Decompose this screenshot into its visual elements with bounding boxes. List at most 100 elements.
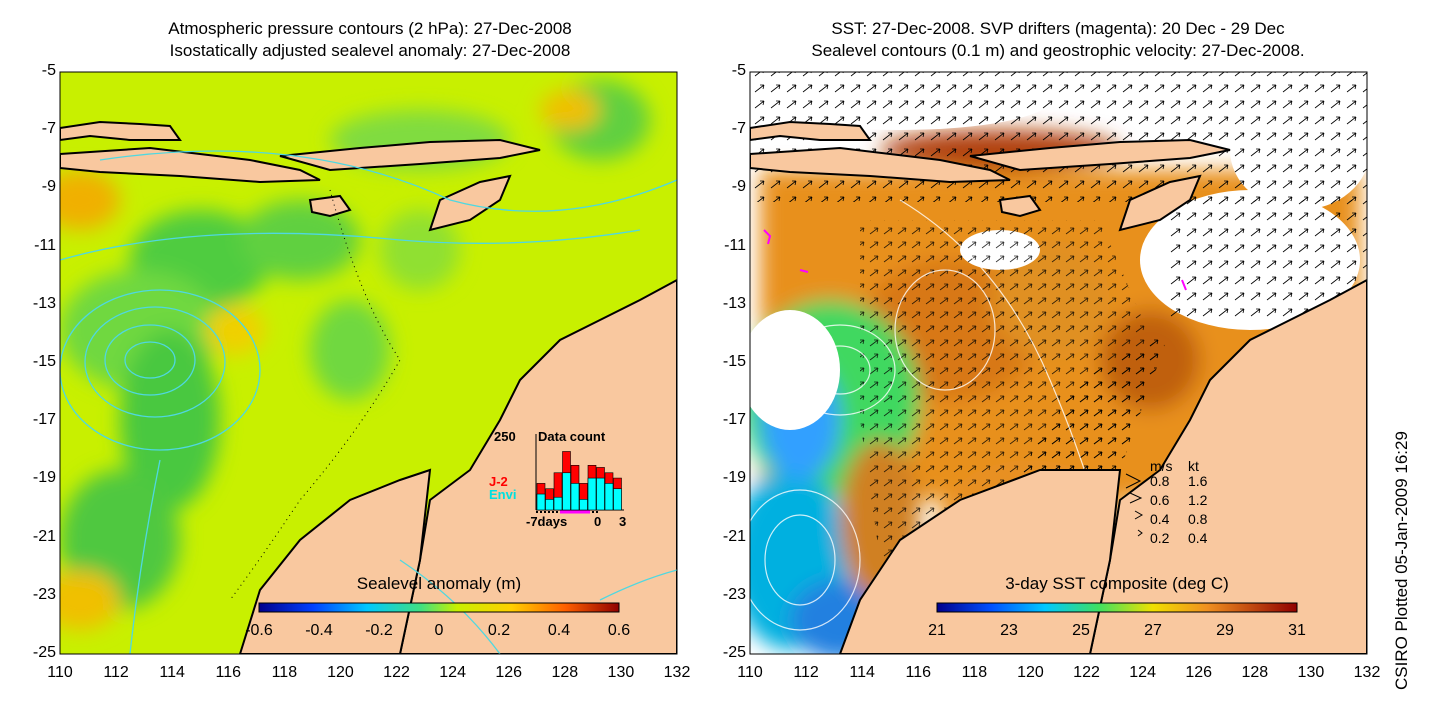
left-y-tick: -7: [41, 120, 56, 138]
right-x-tick: 124: [1129, 664, 1156, 681]
velocity-legend-kt: 1.6: [1188, 473, 1208, 489]
velocity-legend-ms: 0.6: [1150, 492, 1170, 508]
colorbar-tick-label: 0.2: [487, 622, 511, 639]
timor-island-right: [969, 138, 1231, 172]
inset-max-label: 250: [494, 429, 516, 444]
right-y-tick: -9: [731, 178, 746, 196]
right-x-tick: 114: [849, 664, 875, 681]
colorbar-tick-label: 21: [928, 622, 946, 639]
inset-legend-j2: J-2: [489, 474, 508, 489]
left-y-tick: -13: [32, 294, 56, 312]
inset-bar-envi: [562, 472, 571, 511]
left-title-line1: Atmospheric pressure contours (2 hPa): 2…: [168, 19, 572, 38]
java-island-left: [60, 120, 182, 142]
left-x-tick: 118: [271, 664, 298, 681]
right-x-tick: 130: [1297, 664, 1325, 681]
sealevel-colorbar-title: Sealevel anomaly (m): [356, 574, 522, 593]
left-y-tick: -5: [41, 62, 56, 79]
inset-legend-envi: Envi: [489, 487, 517, 502]
inset-bar-envi: [604, 483, 614, 511]
velocity-legend-ms-header: m/s: [1150, 458, 1173, 474]
velocity-legend-kt: 0.8: [1188, 511, 1208, 527]
velocity-legend-kt: 0.4: [1188, 530, 1208, 546]
australia-landmass-right: [1088, 278, 1367, 654]
inset-bar-envi: [570, 483, 580, 511]
inset-title: Data count: [538, 429, 606, 444]
right-y-tick: -21: [722, 527, 746, 545]
left-x-tick: 114: [159, 664, 185, 681]
velocity-legend-ms: 0.4: [1150, 511, 1170, 527]
colorbar-tick-label: 0: [434, 622, 444, 639]
right-y-tick: -19: [722, 469, 746, 487]
left-x-tick: 132: [663, 664, 691, 681]
inset-bar-envi: [579, 499, 588, 511]
sealevel-colorbar: [258, 602, 620, 613]
inset-x-label-zero: 0: [594, 514, 602, 529]
colorbar-tick-label: 23: [1000, 622, 1018, 639]
left-title-line2: Isostatically adjusted sealevel anomaly:…: [169, 41, 571, 60]
velocity-legend-kt-header: kt: [1188, 458, 1199, 474]
right-title-line1: SST: 27-Dec-2008. SVP drifters (magenta)…: [831, 19, 1285, 38]
left-y-tick: -23: [32, 585, 56, 603]
left-y-tick: -15: [32, 353, 56, 370]
right-y-tick: -11: [724, 236, 746, 254]
inset-x-label-start: -7days: [526, 514, 568, 529]
left-x-tick: 116: [215, 664, 242, 681]
right-x-tick: 120: [1017, 664, 1044, 681]
inset-bar-envi: [596, 477, 605, 511]
right-x-tick: 128: [1241, 664, 1269, 681]
colorbar-tick-label: -0.2: [365, 622, 393, 639]
inset-bar-envi: [613, 488, 622, 511]
java-island-right: [750, 120, 872, 142]
colorbar-tick-label: 27: [1144, 622, 1162, 639]
svp-drifter-tracks: [763, 229, 1187, 291]
inset-bar-envi: [536, 493, 546, 511]
left-y-tick: -11: [34, 236, 56, 254]
sst-colorbar-title: 3-day SST composite (deg C): [1005, 574, 1229, 593]
velocity-legend-ms: 0.8: [1150, 473, 1170, 489]
inset-bar-envi: [587, 477, 597, 511]
left-x-tick: 124: [439, 664, 466, 681]
right-x-tick: 110: [737, 664, 763, 681]
right-x-tick: 122: [1073, 664, 1100, 681]
left-x-tick: 122: [383, 664, 410, 681]
left-x-tick: 130: [607, 664, 635, 681]
right-x-tick: 116: [905, 664, 932, 681]
colorbar-tick-label: -0.4: [305, 622, 333, 639]
right-y-tick: -13: [722, 294, 746, 312]
left-y-tick: -19: [32, 469, 56, 487]
right-x-tick: 112: [793, 664, 819, 681]
colorbar-tick-label: 0.6: [607, 622, 631, 639]
right-x-tick: 118: [961, 664, 988, 681]
right-x-tick: 132: [1353, 664, 1381, 681]
inset-bar-envi: [553, 496, 563, 511]
colorbar-tick-label: 25: [1072, 622, 1090, 639]
colorbar-tick-label: 0.4: [547, 622, 571, 639]
right-x-tick: 126: [1185, 664, 1213, 681]
right-y-tick: -5: [731, 62, 746, 79]
credit-label: CSIRO Plotted 05-Jan-2009 16:29: [1392, 431, 1411, 690]
left-x-tick: 112: [103, 664, 129, 681]
sealevel-anomaly-field: [60, 80, 650, 630]
colorbar-tick-label: 29: [1216, 622, 1234, 639]
right-y-tick: -25: [722, 644, 746, 661]
right-y-tick: -15: [722, 353, 746, 370]
right-y-tick: -17: [722, 411, 746, 429]
left-y-tick: -25: [32, 644, 56, 661]
left-y-tick: -9: [41, 178, 56, 196]
right-y-tick: -7: [731, 120, 746, 138]
velocity-legend-arrows: [1125, 473, 1144, 537]
inset-x-label-end: 3: [619, 514, 627, 529]
inset-bar-envi: [545, 499, 554, 511]
left-map: [60, 72, 677, 654]
left-x-tick: 120: [327, 664, 354, 681]
right-title-line2: Sealevel contours (0.1 m) and geostrophi…: [811, 41, 1305, 60]
left-x-tick: 126: [495, 664, 523, 681]
left-x-tick: 128: [551, 664, 579, 681]
right-map: [750, 72, 1367, 654]
colorbar-tick-label: 31: [1288, 622, 1306, 639]
velocity-legend-ms: 0.2: [1150, 530, 1170, 546]
velocity-legend-kt: 1.2: [1188, 492, 1208, 508]
australia-landmass-left: [398, 278, 677, 654]
